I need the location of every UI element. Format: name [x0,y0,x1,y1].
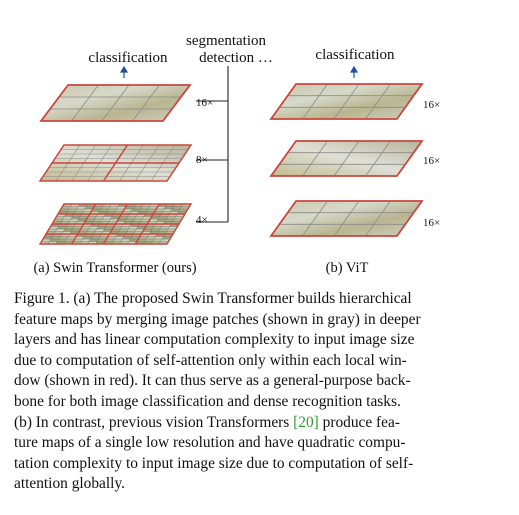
swin-subcaption: (a) Swin Transformer (ours) [33,260,196,276]
vit-layer-bottom [269,200,424,237]
vit-classification-label: classification [315,47,395,63]
caption-line: ture maps of a single low resolution and… [14,434,406,452]
caption-line: (b) In contrast, previous vision Transfo… [14,413,506,434]
swin-layer-8x [38,144,193,182]
vit-scale-middle: 16× [423,155,440,167]
citation-link[interactable]: [20] [293,413,319,431]
caption-line: tation complexity to input image size du… [14,454,414,472]
caption-line: dow (shown in red). It can thus serve as… [14,372,411,390]
swin-layer-4x [38,203,193,245]
caption-line: feature maps by merging image patches (s… [14,310,421,328]
vit-subcaption: (b) ViT [326,260,369,276]
vit-scale-top: 16× [423,99,440,111]
swin-segmentation-label: segmentation [186,33,266,49]
caption-line: bone for both image classification and d… [14,392,401,410]
swin-scale-16x: 16× [196,97,213,109]
swin-scale-4x: 4× [196,214,208,226]
caption-text: produce fea- [318,413,400,431]
swin-feature-connectors [196,66,229,223]
caption-line: due to computation of self-attention onl… [14,351,407,369]
caption-line: layers and has linear computation comple… [14,331,415,349]
vit-up-arrow-icon [349,65,359,78]
vit-scale-bottom: 16× [423,217,440,229]
vit-layer-top [269,83,424,120]
vit-layer-middle [269,140,424,177]
figure-caption: Figure 1. (a) The proposed Swin Transfor… [14,289,506,495]
caption-text: (b) In contrast, previous vision Transfo… [14,413,294,431]
swin-layer-16x [39,84,192,122]
swin-classification-label: classification [88,50,168,66]
caption-line: attention globally. [14,475,125,493]
caption-line: Figure 1. (a) The proposed Swin Transfor… [14,290,412,307]
swin-scale-8x: 8× [196,154,208,166]
swin-up-arrow-icon [119,65,129,78]
swin-detection-label: detection … [199,50,273,66]
figure-1-diagram: classification segmentation detection … … [33,33,440,276]
